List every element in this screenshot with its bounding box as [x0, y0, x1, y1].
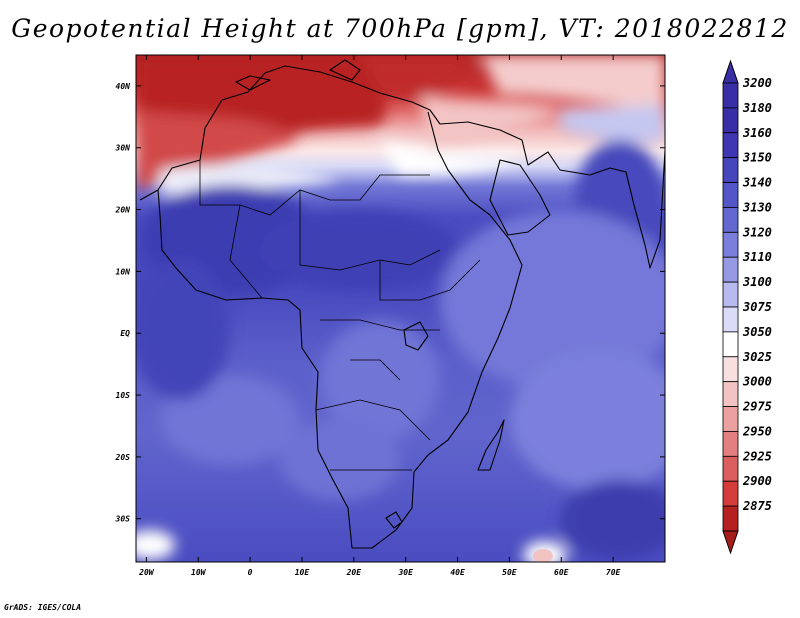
colorbar-label: 3110 [742, 250, 772, 264]
colorbar-label: 2925 [742, 449, 772, 463]
lon-tick-label: 0 [248, 568, 253, 577]
colorbar-swatch [722, 107, 739, 134]
colorbar-label: 3150 [742, 151, 772, 165]
lon-tick-label: 10W [191, 568, 207, 577]
map-title: Geopotential Height at 700hPa [gpm], VT:… [11, 14, 789, 43]
lat-tick-label: 20S [115, 453, 131, 462]
lon-tick-label: 30E [397, 568, 413, 577]
colorbar-label: 3130 [742, 200, 772, 214]
country-borders [199, 160, 481, 471]
colorbar-swatch [722, 132, 739, 159]
colorbar-swatch [722, 356, 739, 383]
colorbar-label: 2875 [742, 499, 772, 513]
lat-tick-label: EQ [120, 329, 130, 338]
colorbar-swatch [722, 406, 739, 432]
colorbar-swatch [722, 256, 739, 283]
lat-tick-label: 20N [115, 206, 131, 215]
lat-tick-label: 30S [115, 515, 131, 524]
colorbar-swatch [722, 157, 739, 183]
coastlines [139, 59, 665, 549]
colorbar-swatch [722, 455, 739, 482]
lon-tick-label: 50E [502, 568, 517, 577]
colorbar-swatch [722, 431, 739, 457]
lon-tick-label: 20E [346, 568, 362, 577]
colorbar-swatch [722, 82, 739, 109]
colorbar-bottom-arrow [722, 530, 739, 555]
lon-tick-label: 60E [554, 568, 569, 577]
lat-tick-label: 40N [116, 82, 131, 91]
axis-ticks: 20W 10W 0 10E 20E 30E 40E 50E 60E 70E 40N 30N 20N 10N… [115, 55, 665, 577]
lon-tick-label: 10E [295, 568, 310, 577]
lat-tick-label: 30N [115, 144, 131, 153]
plot-frame [135, 54, 666, 563]
colorbar-swatch [722, 231, 739, 258]
colorbar-label: 3000 [742, 375, 772, 389]
colorbar-swatch [722, 480, 739, 507]
lon-tick-label: 20W [138, 568, 155, 577]
credit-text: GrADS: IGES/COLA [4, 603, 82, 612]
colorbar-swatch [722, 306, 739, 333]
colorbar-label: 3120 [742, 225, 772, 239]
colorbar-label: 3075 [742, 300, 772, 314]
colorbar-label: 2900 [742, 474, 772, 488]
colorbar-swatch [722, 331, 739, 358]
colorbar-label: 3100 [742, 275, 772, 289]
height-field [136, 55, 665, 562]
colorbar-label: 3180 [742, 101, 772, 115]
lat-tick-label: 10N [116, 267, 131, 276]
colorbar-swatch [722, 381, 739, 407]
colorbar-swatch [722, 281, 739, 308]
colorbar-label: 3050 [742, 325, 772, 339]
colorbar: 3200 3180 3160 3150 3140 3130 3120 3110 3100 3075… [722, 59, 772, 555]
colorbar-swatch [722, 207, 739, 233]
colorbar-swatch [722, 182, 739, 208]
colorbar-swatch [722, 505, 739, 532]
colorbar-label: 3025 [742, 350, 772, 364]
lat-tick-label: 10S [116, 391, 131, 400]
colorbar-label: 3200 [742, 76, 772, 90]
colorbar-top-arrow [722, 59, 739, 84]
lon-tick-label: 70E [606, 568, 621, 577]
colorbar-label: 2950 [742, 424, 772, 438]
colorbar-label: 3160 [742, 126, 772, 140]
lon-tick-label: 40E [450, 568, 465, 577]
colorbar-label: 2975 [742, 400, 772, 414]
colorbar-label: 3140 [742, 176, 772, 190]
